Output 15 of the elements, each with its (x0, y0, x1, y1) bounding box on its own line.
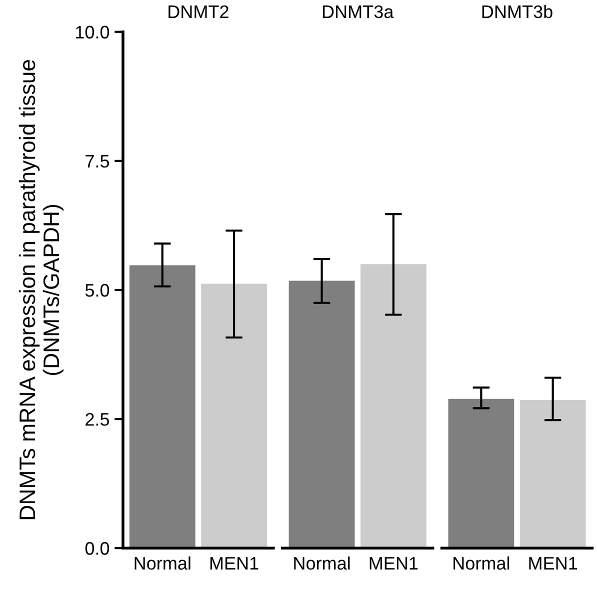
y-tick-label: 10.0 (76, 26, 110, 39)
chart-title: DNMT2 (168, 5, 228, 18)
x-tick-label: Normal (294, 556, 350, 570)
y-axis-title: DNMTs mRNA expression in parathyroid tissue (DNMTs/GAPDH) (18, 60, 64, 520)
x-tick-label: Normal (454, 556, 510, 570)
y-tick-label: 2.5 (86, 412, 110, 426)
y-tick-label: 5.0 (85, 284, 110, 297)
chart-title: DNMT3a (322, 5, 394, 18)
y-tick-label: 0.0 (85, 542, 110, 555)
x-tick-label: Normal (134, 556, 190, 570)
y-tick-label: 7.5 (86, 155, 110, 168)
x-tick-label: MEN1 (529, 557, 578, 570)
x-tick-label: MEN1 (370, 557, 418, 570)
x-tick-label: MEN1 (210, 557, 258, 570)
chart-title: DNMT3b (482, 4, 552, 18)
